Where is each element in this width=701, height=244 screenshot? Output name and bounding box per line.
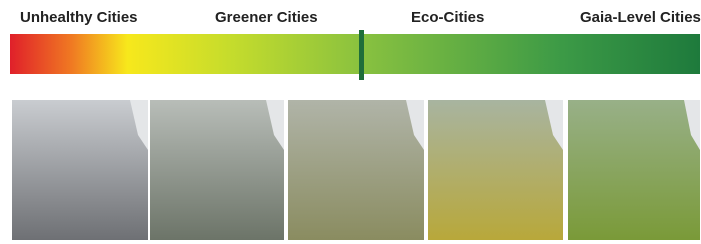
- stage-label: Unhealthy Cities: [20, 9, 138, 26]
- aerial-photos: [12, 100, 700, 240]
- photo: [568, 100, 700, 240]
- photo: [12, 100, 148, 240]
- stage-label: Gaia-Level Cities: [580, 9, 701, 26]
- scale-divider: [359, 30, 364, 80]
- photo: [150, 100, 284, 240]
- infographic: Unhealthy Cities Greener Cities Eco-Citi…: [0, 0, 701, 244]
- stage-label: Eco-Cities: [411, 9, 484, 26]
- photo: [428, 100, 563, 240]
- stage-label: Greener Cities: [215, 9, 318, 26]
- gradient-scale: [10, 34, 700, 74]
- photo: [288, 100, 424, 240]
